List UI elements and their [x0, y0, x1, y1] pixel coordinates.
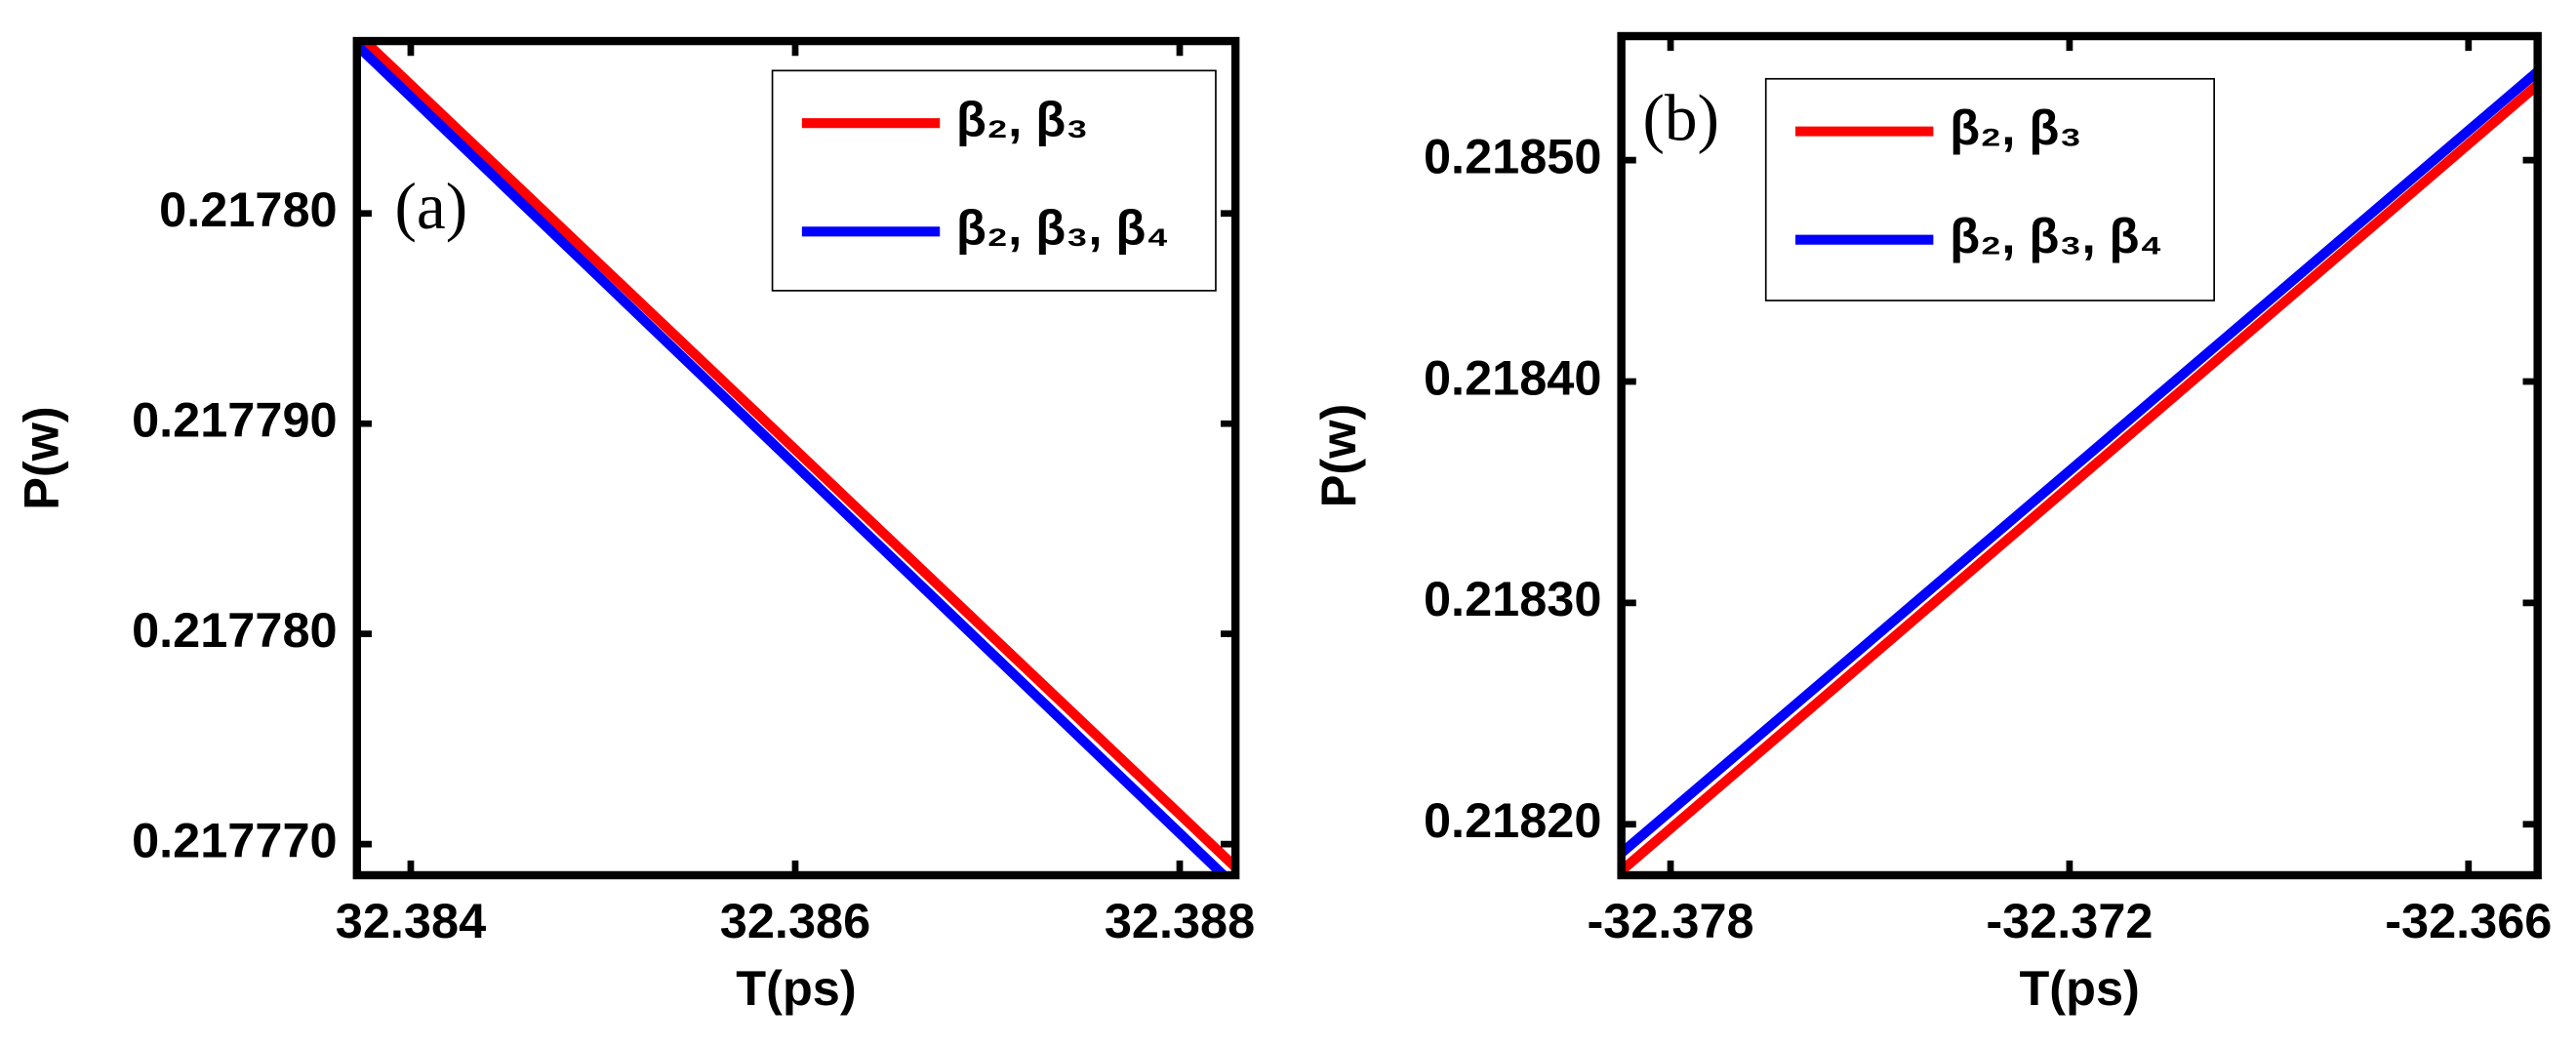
x-tick-label: 32.386 [720, 893, 870, 948]
x-tick-label: -32.378 [1587, 893, 1753, 948]
data-line [1621, 67, 2538, 858]
y-tick-label: 0.21820 [1424, 792, 1601, 848]
x-axis-label: T(ps) [2019, 960, 2139, 1016]
y-tick-label: 0.217770 [132, 812, 338, 867]
y-tick-label: 0.21830 [1424, 571, 1601, 626]
y-axis-label: P(w) [1310, 404, 1366, 508]
data-line [1621, 81, 2538, 875]
legend-label: β₂, β₃ [956, 92, 1088, 147]
plot-frame [1617, 31, 2542, 880]
y-tick-label: 0.21780 [159, 181, 337, 237]
x-tick-label: 32.384 [336, 893, 486, 948]
y-tick-label: 0.21850 [1424, 128, 1601, 183]
annotation: (a) [395, 170, 468, 243]
chart-panel: -32.378 -32.372 -32.366 0.21850 0.21840 0.218… [1310, 31, 2552, 1016]
legend-label: β₂, β₃, β₄ [956, 200, 1169, 256]
data-line [356, 41, 1228, 875]
x-tick-label: 32.388 [1105, 893, 1255, 948]
annotation: (b) [1643, 81, 1719, 154]
x-axis-label: T(ps) [736, 960, 856, 1016]
data-line [361, 41, 1236, 871]
x-tick-label: -32.366 [2385, 893, 2552, 948]
legend-label: β₂, β₃ [1950, 100, 2081, 155]
legend-box [771, 69, 1217, 292]
legend-box [1764, 77, 2215, 302]
y-tick-label: 0.217780 [132, 602, 338, 658]
y-tick-label: 0.21840 [1424, 349, 1601, 405]
x-tick-label: -32.372 [1986, 893, 2153, 948]
y-axis-label: P(w) [13, 406, 68, 510]
y-tick-label: 0.217790 [132, 392, 338, 448]
chart-panel: 32.384 32.386 32.388 0.21780 0.217790 0.21778… [13, 36, 1255, 1016]
legend-label: β₂, β₃, β₄ [1950, 208, 2162, 263]
